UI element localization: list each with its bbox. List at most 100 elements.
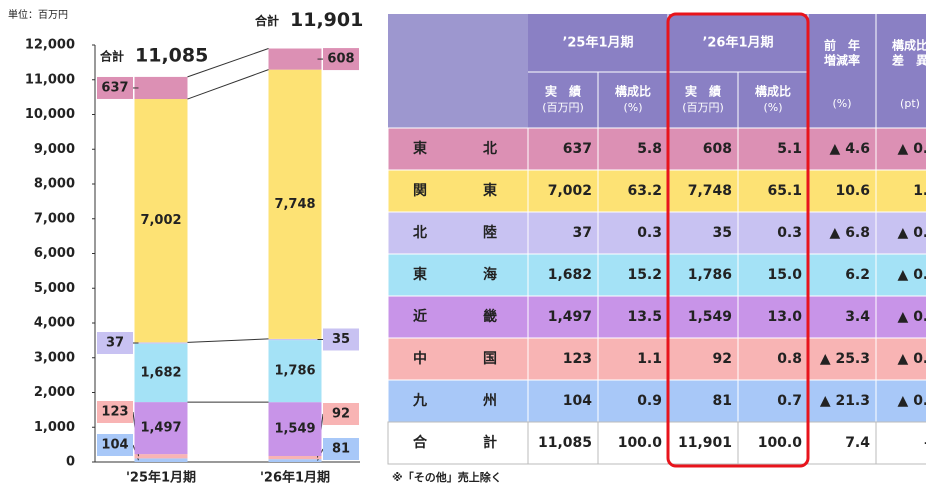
x-tick-label: '25年1月期 — [126, 470, 196, 486]
header-text: 前 年 — [824, 38, 860, 53]
table-cell: 65.1 — [767, 183, 802, 199]
period-header: ’26年1月期 — [702, 35, 773, 51]
value-label: 1,786 — [274, 364, 315, 379]
table-cell: 13.0 — [767, 309, 802, 325]
bar-segment — [268, 340, 322, 403]
y-tick-label: 2,000 — [34, 385, 75, 400]
connector — [187, 69, 269, 100]
table-cell: 3.4 — [845, 309, 870, 325]
table-cell: 0.7 — [777, 393, 802, 409]
bar-segment — [268, 455, 322, 460]
value-label: 1,549 — [274, 422, 315, 437]
table-cell: ▲ 0.6 — [898, 141, 926, 157]
table-cell: 104 — [563, 393, 592, 409]
table-cell: 13.5 — [627, 309, 662, 325]
total-value: 11,901 — [290, 9, 363, 31]
row-bg — [387, 295, 926, 339]
row-bg — [387, 127, 926, 171]
table-cell: 州 — [482, 393, 497, 409]
y-tick-label: 11,000 — [25, 72, 75, 87]
table-cell: 東 — [413, 140, 427, 157]
value-label: 1,682 — [140, 365, 181, 380]
table-cell: 11,901 — [678, 435, 732, 451]
header-bg — [528, 14, 926, 128]
table-cell: 100.0 — [618, 435, 663, 451]
table-cell: 九 — [412, 393, 427, 409]
connector — [187, 338, 269, 343]
row-bg — [387, 379, 926, 423]
row-bg — [387, 169, 926, 213]
table-cell: 0.3 — [777, 225, 802, 241]
label-box — [323, 403, 359, 425]
total-prefix: 合計 — [100, 48, 124, 63]
header-text: 構成比 — [892, 38, 926, 53]
label-box — [97, 331, 133, 354]
connector — [187, 48, 269, 78]
table-cell: 92 — [713, 351, 732, 367]
value-label: 35 — [332, 332, 350, 347]
y-tick-label: 9,000 — [34, 142, 75, 157]
table-cell: 北 — [483, 141, 497, 157]
bar-segment — [268, 459, 322, 462]
bar-segment — [134, 402, 188, 455]
table-cell: ▲ 0.0 — [898, 225, 926, 241]
table-cell: 東 — [483, 182, 497, 199]
table-cell: 15.2 — [627, 267, 662, 283]
header-text: 差 異 — [891, 53, 926, 68]
table-cell: 11,085 — [538, 435, 592, 451]
bar-segment — [268, 338, 322, 341]
table-cell: 6.2 — [845, 267, 870, 283]
total-value: 11,085 — [135, 44, 208, 66]
table-cell: 海 — [483, 266, 497, 283]
table-cell: 1,682 — [548, 267, 592, 283]
bar-segment — [134, 76, 188, 100]
table-cell: 5.8 — [637, 141, 662, 157]
header-text: 増減率 — [824, 53, 860, 68]
table-cell: ▲ 25.3 — [820, 351, 870, 367]
bar-segment — [134, 454, 188, 459]
table-cell: 近 — [413, 308, 427, 325]
row-bg — [387, 421, 926, 465]
table-cell: ▲ 0.2 — [898, 267, 926, 283]
y-tick-label: 3,000 — [34, 350, 75, 365]
table-cell: 7.4 — [845, 435, 870, 451]
total-prefix: 合計 — [255, 13, 279, 28]
sub-header: (百万円) — [542, 101, 584, 114]
table-cell: 計 — [483, 434, 497, 451]
y-tick-label: 6,000 — [34, 246, 75, 261]
label-box — [97, 434, 133, 456]
header-corner — [388, 14, 528, 128]
bar-segment — [134, 342, 188, 344]
table-cell: 関 — [413, 183, 427, 199]
table-cell: 63.2 — [627, 183, 662, 199]
sub-header: 実 績 — [685, 84, 721, 99]
table-cell: ▲ 21.3 — [820, 393, 870, 409]
y-tick-label: 12,000 — [25, 38, 75, 53]
table-cell: 陸 — [483, 224, 497, 241]
x-tick-label: '26年1月期 — [260, 470, 330, 486]
table-cell: ▲ 4.6 — [830, 141, 870, 157]
value-label: 7,748 — [274, 197, 315, 212]
table-cell: 0.9 — [637, 393, 662, 409]
table-cell: 37 — [573, 225, 592, 241]
sub-header: 構成比 — [615, 84, 651, 99]
value-label: 37 — [106, 335, 124, 350]
bar-segment — [134, 343, 188, 403]
bar-segment — [268, 402, 322, 456]
unit: 単位：百万円 — [8, 8, 68, 21]
value-label: 104 — [101, 438, 128, 453]
row-bg — [387, 253, 926, 297]
table-cell: 637 — [563, 141, 592, 157]
table-cell: 1,497 — [548, 309, 592, 325]
value-label: 637 — [101, 80, 128, 95]
label-box — [97, 76, 133, 99]
value-label: 608 — [327, 52, 354, 67]
y-tick-label: 1,000 — [34, 420, 75, 435]
table-cell: 123 — [563, 351, 592, 367]
sub-header: (%) — [832, 97, 851, 110]
bar-segment — [268, 69, 322, 339]
table-cell: 1.9 — [913, 183, 926, 199]
table-cell: 国 — [483, 351, 497, 367]
table-cell: 1,549 — [688, 309, 732, 325]
